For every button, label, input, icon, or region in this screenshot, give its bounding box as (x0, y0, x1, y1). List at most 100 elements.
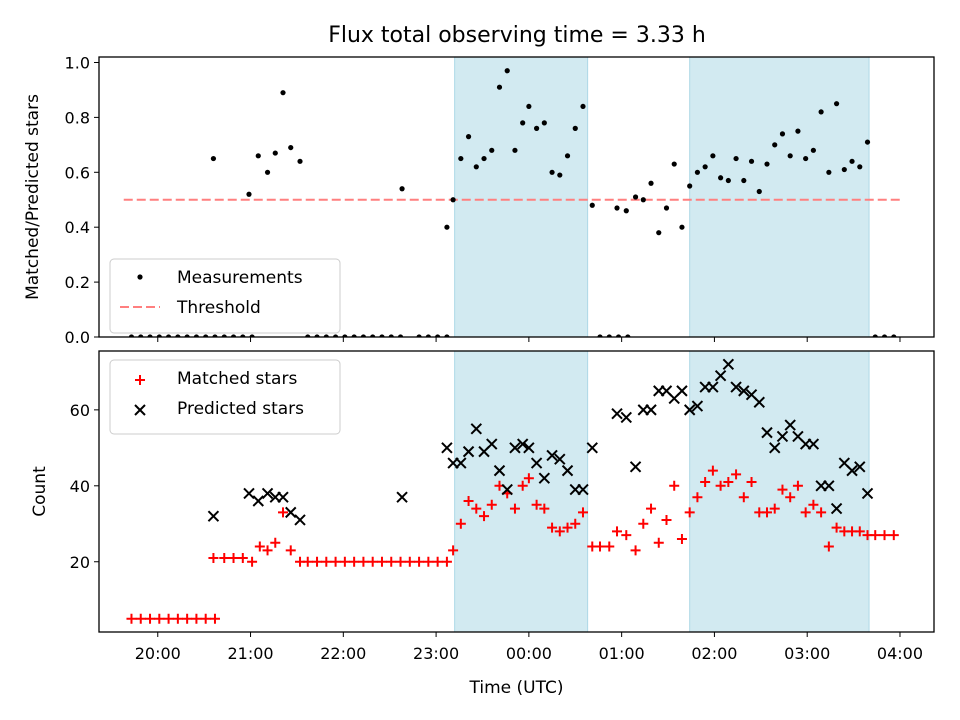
measurement-point (841, 166, 847, 173)
matched-star-point (395, 556, 406, 567)
matched-star-point (208, 552, 219, 563)
predicted-star-point (577, 483, 589, 496)
matched-star-point (554, 526, 565, 537)
matched-star-point (154, 613, 165, 624)
measurement-point (818, 109, 824, 115)
matched-star-point (531, 499, 542, 510)
matched-star-point (653, 537, 664, 548)
matched-star-point (700, 477, 711, 488)
bottom-panel: 20 40 60 20:00 21:00 22:00 23:00 00:00 01:00 02:0… (30, 350, 935, 698)
matched-star-point (237, 552, 248, 563)
predicted-star-point (277, 491, 289, 503)
measurement-point (557, 172, 563, 178)
matched-star-point (539, 503, 550, 514)
x-tick-label: 02:00 (691, 644, 737, 663)
measurement-point (210, 155, 217, 162)
legend-marker-measurements (137, 274, 143, 280)
measurement-point (671, 161, 677, 167)
measurement-point (473, 164, 479, 170)
measurement-point (288, 144, 294, 151)
matched-star-point (209, 613, 220, 624)
measurement-point (725, 177, 731, 184)
matched-star-point (367, 556, 378, 567)
measurement-point (512, 147, 518, 153)
x-tick-label: 03:00 (784, 644, 830, 663)
predicted-star-point (776, 430, 789, 443)
predicted-star-point (462, 445, 475, 458)
measurement-point (564, 153, 571, 159)
matched-star-point (432, 556, 443, 567)
matched-star-point (247, 556, 258, 567)
matched-star-point (471, 503, 482, 514)
predicted-star-point (554, 453, 566, 465)
matched-star-point (262, 545, 273, 556)
matched-star-point (463, 495, 474, 506)
x-tick-label: 20:00 (135, 644, 181, 663)
shaded-interval (689, 351, 870, 632)
matched-star-point (669, 480, 680, 491)
predicted-star-point (294, 514, 306, 526)
predicted-star-point (470, 423, 483, 435)
predicted-star-point (455, 457, 467, 469)
measurement-point (549, 169, 555, 175)
legend-marker-matched (135, 375, 145, 385)
predicted-star-point (546, 449, 558, 462)
matched-star-point (455, 518, 466, 529)
measurement-point (779, 131, 786, 137)
measurement-point (632, 194, 639, 200)
predicted-star-point (516, 438, 529, 450)
matched-star-point (358, 556, 369, 567)
predicted-star-point (396, 491, 408, 503)
matched-star-point (441, 556, 452, 567)
legend: Measurements Threshold (109, 258, 341, 334)
predicted-star-point (707, 381, 719, 393)
matched-star-point (278, 507, 289, 518)
y-tick-label: 0.6 (65, 163, 90, 182)
predicted-star-point (285, 506, 297, 519)
matched-star-point (191, 613, 202, 624)
y-tick-label: 0.8 (65, 108, 90, 127)
legend-box (109, 258, 341, 334)
matched-star-point (254, 541, 265, 552)
matched-star-point (517, 480, 528, 491)
x-tick-label: 21:00 (227, 644, 273, 663)
matched-star-point (661, 514, 672, 525)
predicted-star-point (629, 461, 642, 473)
matched-star-point (163, 613, 174, 624)
matched-star-point (769, 503, 780, 514)
measurement-point (504, 68, 510, 74)
chart-title: Flux total observing time = 3.33 h (328, 23, 706, 48)
matched-star-point (723, 477, 734, 488)
measurement-point (710, 153, 716, 159)
matched-star-point (570, 518, 581, 529)
matched-star-point (321, 556, 332, 567)
measurement-point (458, 155, 464, 162)
measurement-point (489, 147, 495, 153)
predicted-star-point (861, 487, 874, 500)
matched-star-point (888, 530, 899, 541)
x-tick-label: 23:00 (413, 644, 459, 663)
matched-star-point (376, 556, 387, 567)
matched-star-point (595, 541, 605, 552)
y-axis-label: Count (30, 466, 50, 517)
legend-label: Threshold (176, 298, 261, 318)
matched-star-point (135, 613, 146, 624)
measurement-point (465, 134, 472, 140)
measurement-point (702, 164, 708, 170)
matched-star-point (621, 530, 632, 541)
matched-star-point (816, 507, 827, 518)
matched-star-point (349, 556, 360, 567)
matched-star-point (630, 545, 641, 556)
predicted-star-point (530, 457, 543, 469)
measurement-point (520, 120, 526, 126)
measurement-point (694, 169, 701, 175)
legend-label: Matched stars (177, 369, 297, 389)
y-tick-label: 0.2 (65, 273, 90, 292)
x-tick-label: 01:00 (599, 644, 645, 663)
matched-star-point (386, 556, 397, 567)
measurement-point (280, 90, 286, 96)
measurement-point (297, 158, 303, 164)
matched-star-point (612, 526, 623, 537)
measurement-point (764, 161, 770, 167)
legend-label: Measurements (177, 268, 303, 288)
